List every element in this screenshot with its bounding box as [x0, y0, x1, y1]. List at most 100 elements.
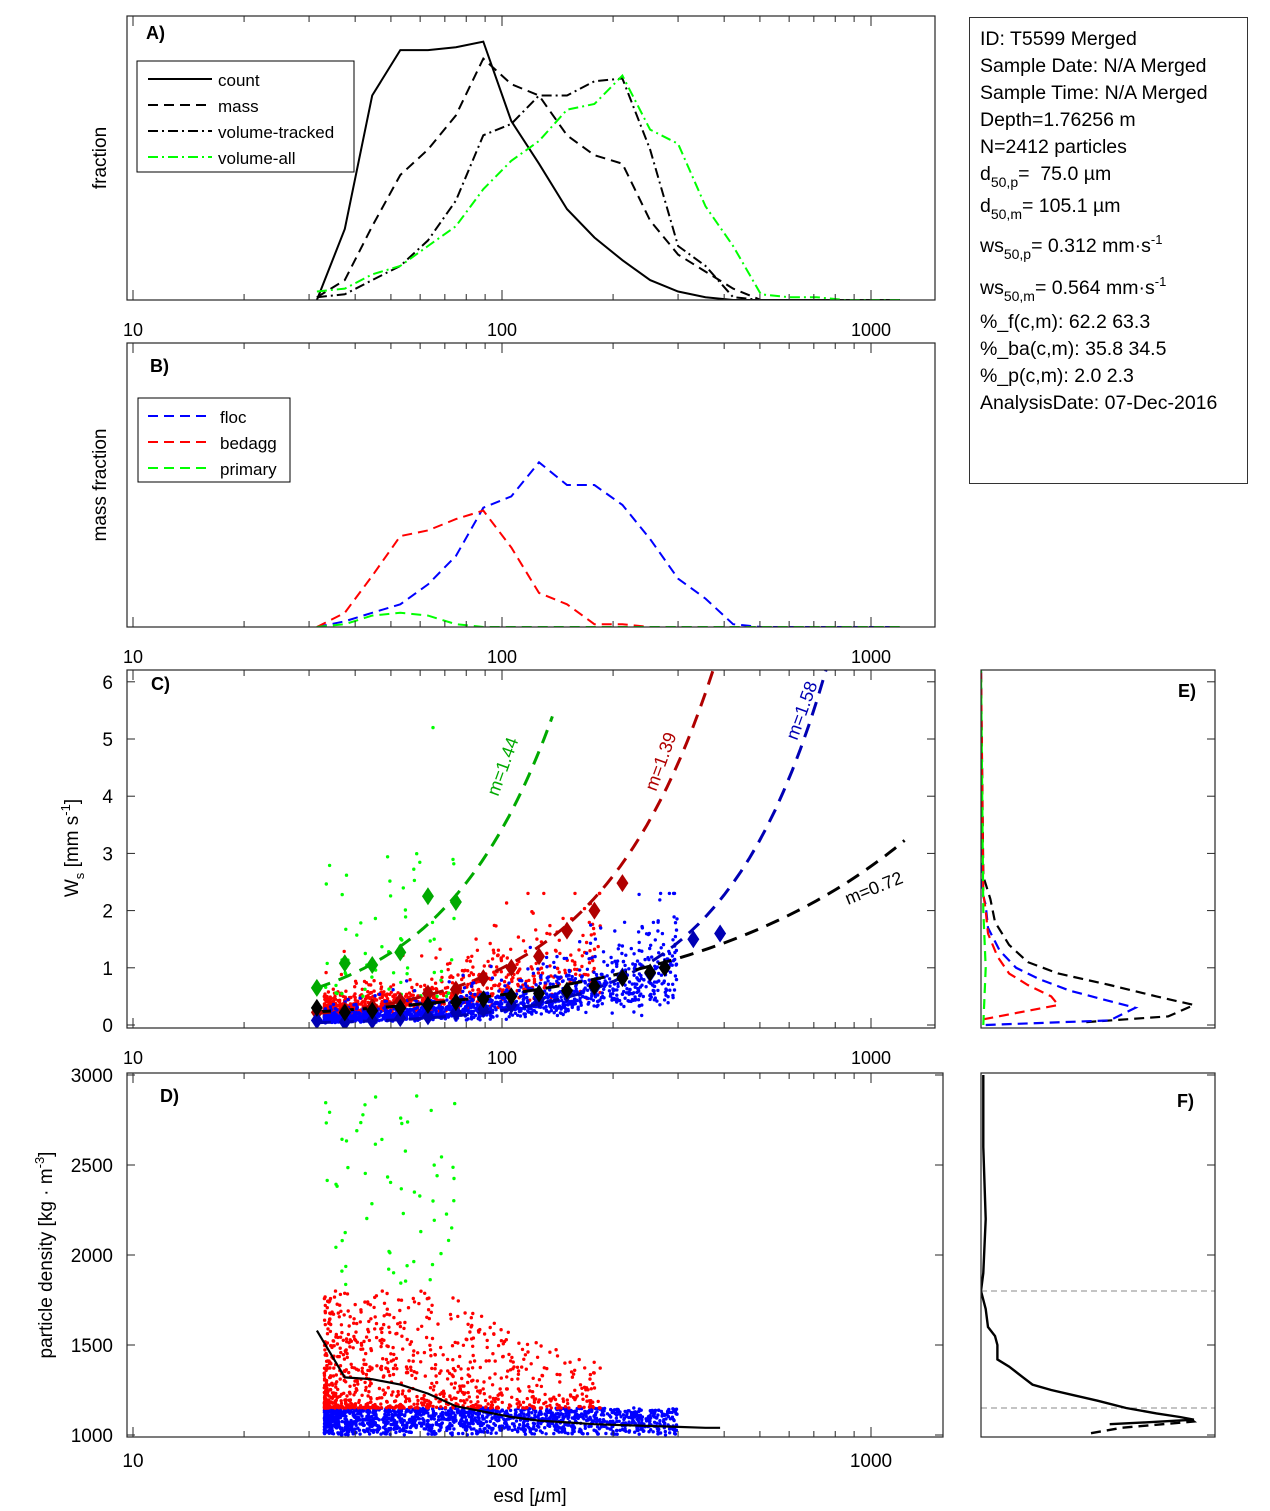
density-point-bedagg	[475, 1379, 480, 1383]
density-point-primary	[430, 1262, 435, 1267]
panel-b-series	[316, 460, 900, 627]
density-point-floc	[600, 1409, 604, 1414]
density-point-floc	[346, 1430, 351, 1434]
density-point-floc	[337, 1420, 341, 1424]
density-point-bedagg	[577, 1357, 581, 1362]
density-point-floc	[466, 1421, 470, 1426]
density-point-floc	[609, 1415, 613, 1419]
scatter-point-floc	[666, 1001, 670, 1005]
density-point-floc	[391, 1417, 395, 1421]
density-point-bedagg	[499, 1328, 503, 1332]
density-point-floc	[424, 1409, 428, 1413]
scatter-point-floc	[585, 988, 590, 992]
scatter-point-floc	[351, 1013, 355, 1018]
bin-mean-diamond-all	[588, 977, 601, 996]
density-point-primary	[388, 1251, 392, 1255]
density-point-floc	[408, 1425, 413, 1430]
scatter-point-floc	[561, 979, 565, 983]
density-point-bedagg	[352, 1366, 357, 1370]
density-point-floc	[534, 1428, 538, 1433]
scatter-point-floc	[489, 964, 493, 969]
scatter-point-bedagg	[584, 972, 588, 977]
scatter-point-floc	[593, 954, 597, 959]
bin-mean-diamond-primary	[449, 893, 462, 912]
density-point-bedagg	[470, 1366, 475, 1370]
density-point-bedagg	[390, 1393, 394, 1397]
density-point-floc	[670, 1410, 674, 1415]
density-point-floc	[601, 1418, 606, 1422]
density-point-bedagg	[386, 1361, 390, 1365]
density-point-bedagg	[439, 1345, 443, 1350]
density-point-bedagg	[407, 1389, 411, 1393]
density-point-bedagg	[416, 1406, 420, 1410]
density-point-bedagg	[589, 1399, 593, 1403]
density-point-floc	[673, 1432, 678, 1436]
scatter-point-floc	[573, 977, 578, 981]
scatter-point-floc	[437, 1012, 441, 1016]
scatter-point-floc	[354, 1007, 359, 1011]
density-point-bedagg	[510, 1377, 514, 1382]
scatter-point-floc	[526, 1009, 530, 1013]
scatter-point-floc	[555, 1013, 560, 1018]
density-point-floc	[674, 1412, 678, 1416]
scatter-point-bedagg	[423, 983, 427, 987]
density-point-bedagg	[477, 1404, 481, 1408]
density-point-bedagg	[591, 1381, 595, 1386]
scatter-point-floc	[539, 1012, 543, 1016]
ws-distribution-primary	[981, 670, 987, 1026]
scatter-point-floc	[598, 998, 602, 1002]
density-point-bedagg	[366, 1394, 370, 1398]
density-point-floc	[387, 1416, 391, 1421]
density-point-floc	[386, 1420, 390, 1424]
scatter-point-floc	[592, 1004, 596, 1008]
scatter-point-bedagg	[339, 972, 344, 977]
density-point-floc	[450, 1431, 454, 1435]
scatter-point-floc	[323, 1014, 327, 1019]
density-point-bedagg	[384, 1357, 389, 1362]
scatter-point-floc	[588, 941, 593, 945]
ws-distribution-floc	[981, 670, 1139, 1027]
scatter-point-floc	[526, 986, 530, 990]
density-point-bedagg	[364, 1335, 369, 1339]
density-point-bedagg	[347, 1341, 351, 1345]
density-point-floc	[398, 1413, 403, 1417]
bin-mean-diamond-bedagg	[560, 921, 573, 940]
scatter-point-bedagg	[496, 948, 501, 952]
scatter-point-primary	[451, 857, 455, 862]
scatter-point-floc	[673, 934, 678, 939]
density-point-floc	[343, 1417, 347, 1421]
density-point-floc	[622, 1416, 627, 1420]
density-point-floc	[630, 1420, 634, 1425]
scatter-point-bedagg	[385, 992, 389, 997]
density-point-bedagg	[338, 1303, 342, 1307]
scatter-point-floc	[671, 995, 675, 1000]
scatter-point-floc	[377, 992, 382, 996]
density-point-bedagg	[440, 1391, 444, 1396]
scatter-point-floc	[353, 1018, 357, 1022]
density-point-bedagg	[340, 1406, 345, 1410]
scatter-point-bedagg	[491, 948, 496, 952]
density-point-floc	[327, 1409, 332, 1414]
scatter-point-floc	[632, 973, 636, 977]
scatter-point-bedagg	[490, 993, 494, 998]
density-point-bedagg	[543, 1392, 547, 1397]
density-point-bedagg	[515, 1365, 520, 1370]
density-point-bedagg	[423, 1400, 427, 1404]
scatter-point-bedagg	[516, 969, 521, 973]
scatter-point-floc	[607, 977, 612, 981]
density-scatter-primary	[324, 1094, 457, 1287]
scatter-point-bedagg	[596, 944, 600, 949]
density-point-bedagg	[465, 1337, 469, 1342]
density-point-bedagg	[493, 1399, 497, 1404]
scatter-point-floc	[599, 926, 603, 930]
density-point-bedagg	[471, 1344, 475, 1349]
density-point-bedagg	[379, 1364, 384, 1369]
density-point-bedagg	[581, 1397, 585, 1402]
scatter-point-floc	[637, 948, 641, 953]
density-point-bedagg	[558, 1373, 562, 1377]
density-point-floc	[655, 1421, 659, 1426]
density-point-floc	[583, 1426, 587, 1431]
density-point-floc	[637, 1407, 642, 1411]
density-point-bedagg	[384, 1366, 388, 1370]
density-point-bedagg	[323, 1309, 327, 1314]
